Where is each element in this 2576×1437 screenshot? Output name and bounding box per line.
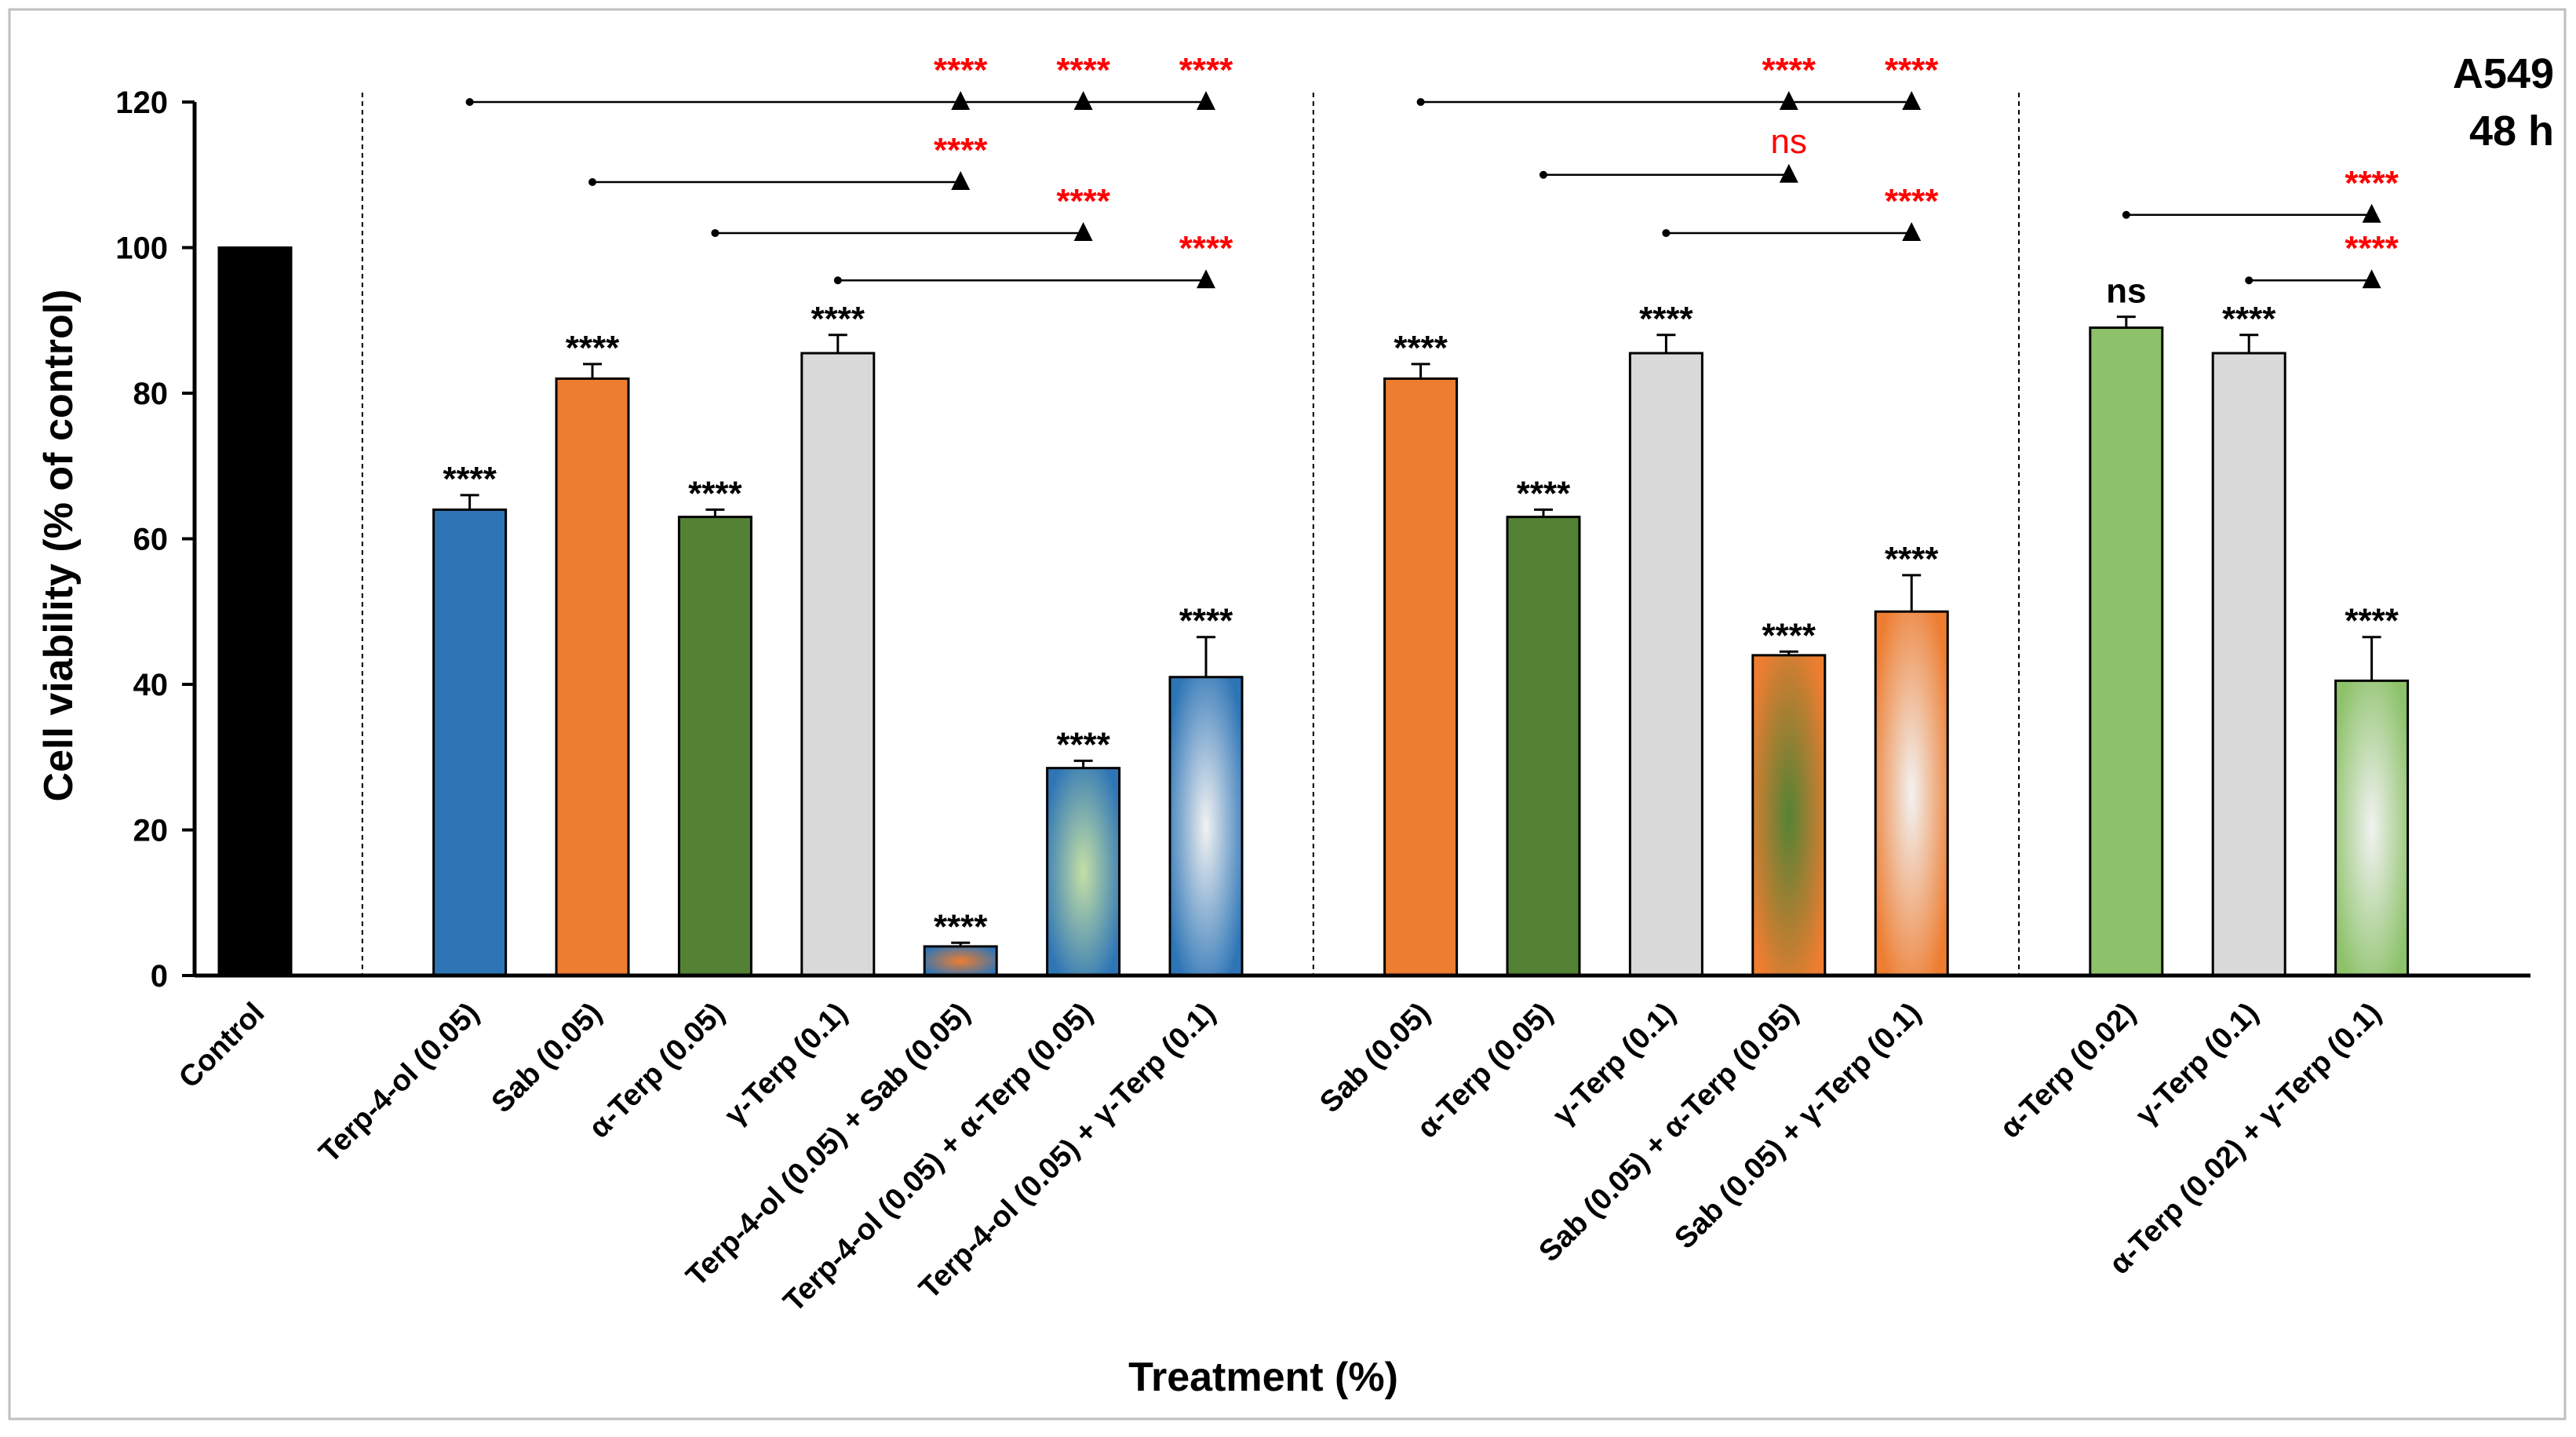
significance-label: ns (2106, 272, 2146, 311)
comparison-label: **** (934, 131, 988, 170)
comparison-start-dot (1662, 228, 1671, 237)
comparison-label: **** (1762, 51, 1816, 89)
x-axis-title: Treatment (%) (1128, 1355, 1398, 1400)
comparison-label: **** (2345, 164, 2399, 202)
comparison-label: **** (2345, 229, 2399, 268)
significance-label: **** (1639, 300, 1693, 338)
comparison-start-dot (833, 276, 842, 285)
bar (1168, 676, 1244, 977)
significance-label: **** (688, 474, 742, 512)
comparison-arrowhead (1779, 91, 1798, 110)
comparison-arrowhead (951, 171, 971, 191)
comparison-label: **** (1179, 229, 1233, 268)
comparison-arrowhead (2362, 269, 2381, 289)
bar (2089, 326, 2164, 977)
y-tick-label: 60 (133, 523, 169, 557)
comparison-label: **** (1885, 51, 1939, 89)
bar (217, 246, 293, 977)
comparison-label: ns (1771, 122, 1807, 161)
comparison-label: **** (934, 51, 988, 89)
bar (677, 516, 752, 977)
cell-line-label: A549 (2453, 50, 2554, 97)
comparison-start-dot (1416, 98, 1425, 106)
comparison-arrowhead (1902, 221, 1922, 241)
comparison-arrowhead (2362, 203, 2381, 223)
bar (1506, 516, 1581, 977)
comparison-arrowhead (1073, 91, 1093, 110)
bar (923, 945, 998, 977)
y-tick-label: 40 (133, 668, 169, 702)
significance-label: **** (2222, 300, 2276, 338)
comparison-start-dot (588, 178, 596, 187)
significance-label: **** (1056, 725, 1110, 764)
comparison-arrowhead (951, 91, 971, 110)
bar (1046, 767, 1121, 977)
significance-label: **** (443, 460, 497, 498)
y-tick-label: 20 (133, 814, 169, 848)
bar (432, 508, 508, 977)
significance-label: **** (1179, 602, 1233, 640)
comparison-start-dot (711, 228, 720, 237)
comparison-label: **** (1179, 51, 1233, 89)
bar (2211, 352, 2286, 977)
comparison-arrowhead (1197, 269, 1215, 289)
bar (1751, 654, 1827, 977)
y-tick-label: 100 (115, 232, 168, 266)
comparison-arrowhead (1073, 221, 1093, 241)
bar (1383, 377, 1459, 977)
comparison-start-dot (465, 98, 474, 106)
y-tick-label: 0 (151, 959, 168, 994)
comparison-label: **** (1056, 182, 1110, 221)
significance-label: **** (934, 907, 988, 946)
bar (1874, 610, 1949, 977)
timepoint-label: 48 h (2469, 108, 2554, 155)
comparison-label: **** (1885, 182, 1939, 221)
bar (1628, 352, 1703, 977)
comparison-start-dot (2245, 276, 2254, 285)
y-axis-title: Cell viability (% of control) (36, 290, 82, 802)
significance-label: **** (1517, 474, 1571, 512)
significance-label: **** (2345, 602, 2399, 640)
comparison-label: **** (1056, 51, 1110, 89)
comparison-start-dot (2122, 210, 2130, 219)
y-tick-label: 120 (115, 86, 168, 120)
bar (800, 352, 876, 977)
significance-label: **** (1762, 616, 1816, 655)
comparison-start-dot (1539, 170, 1547, 179)
significance-label: **** (566, 329, 620, 367)
significance-label: **** (1885, 540, 1939, 578)
significance-label: **** (1394, 329, 1448, 367)
comparison-arrowhead (1779, 163, 1798, 183)
bar (2334, 679, 2410, 977)
significance-label: **** (811, 300, 865, 338)
comparison-arrowhead (1197, 91, 1215, 110)
y-tick-label: 80 (133, 377, 169, 411)
bar (555, 377, 630, 977)
comparison-arrowhead (1902, 91, 1922, 110)
